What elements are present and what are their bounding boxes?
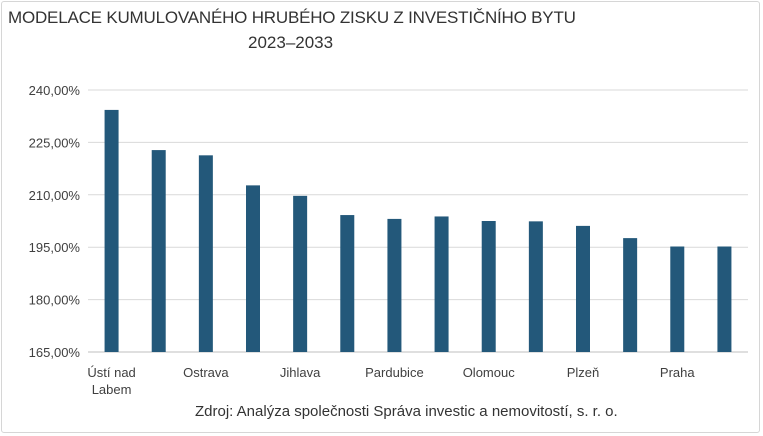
bar [246,185,260,352]
bar [198,155,213,352]
x-tick-label: Olomouc [463,365,516,380]
x-tick-label: Ústí nad Labem [87,365,135,397]
bar [576,225,590,352]
y-tick-label: 180,00% [29,293,81,308]
bar [293,195,308,352]
x-tick-label: Plzeň [567,365,600,380]
x-tick-label: Jihlava [280,365,321,380]
bar [340,215,355,352]
bar [434,216,449,352]
x-tick-label: Pardubice [365,365,424,380]
y-tick-label: 225,00% [29,135,81,150]
chart-title: MODELACE KUMULOVANÉHO HRUBÉHO ZISKU Z IN… [8,8,576,27]
y-tick-label: 195,00% [29,240,81,255]
bar [528,221,543,352]
bar [717,246,732,352]
x-axis-tick-labels: Ústí nad Labem Ostrava Jihlava Pardubice Olom… [87,365,695,397]
bar [623,238,638,352]
bar [670,246,685,352]
bar [481,221,496,352]
bars [104,109,732,352]
x-tick-label: Ostrava [183,365,229,380]
bar [387,218,402,352]
bar [104,109,119,352]
y-tick-label: 165,00% [29,345,81,360]
gridlines [88,89,748,353]
y-tick-label: 240,00% [29,83,81,98]
x-tick-label: Praha [660,365,695,380]
y-axis-tick-labels: 165,00% 180,00% 195,00% 210,00% 225,00% 240,0… [29,83,81,360]
chart-subtitle: 2023–2033 [248,33,334,52]
y-tick-label: 210,00% [29,188,81,203]
chart-source: Zdroj: Analýza společnosti Správa invest… [195,403,618,420]
bar [151,150,166,352]
